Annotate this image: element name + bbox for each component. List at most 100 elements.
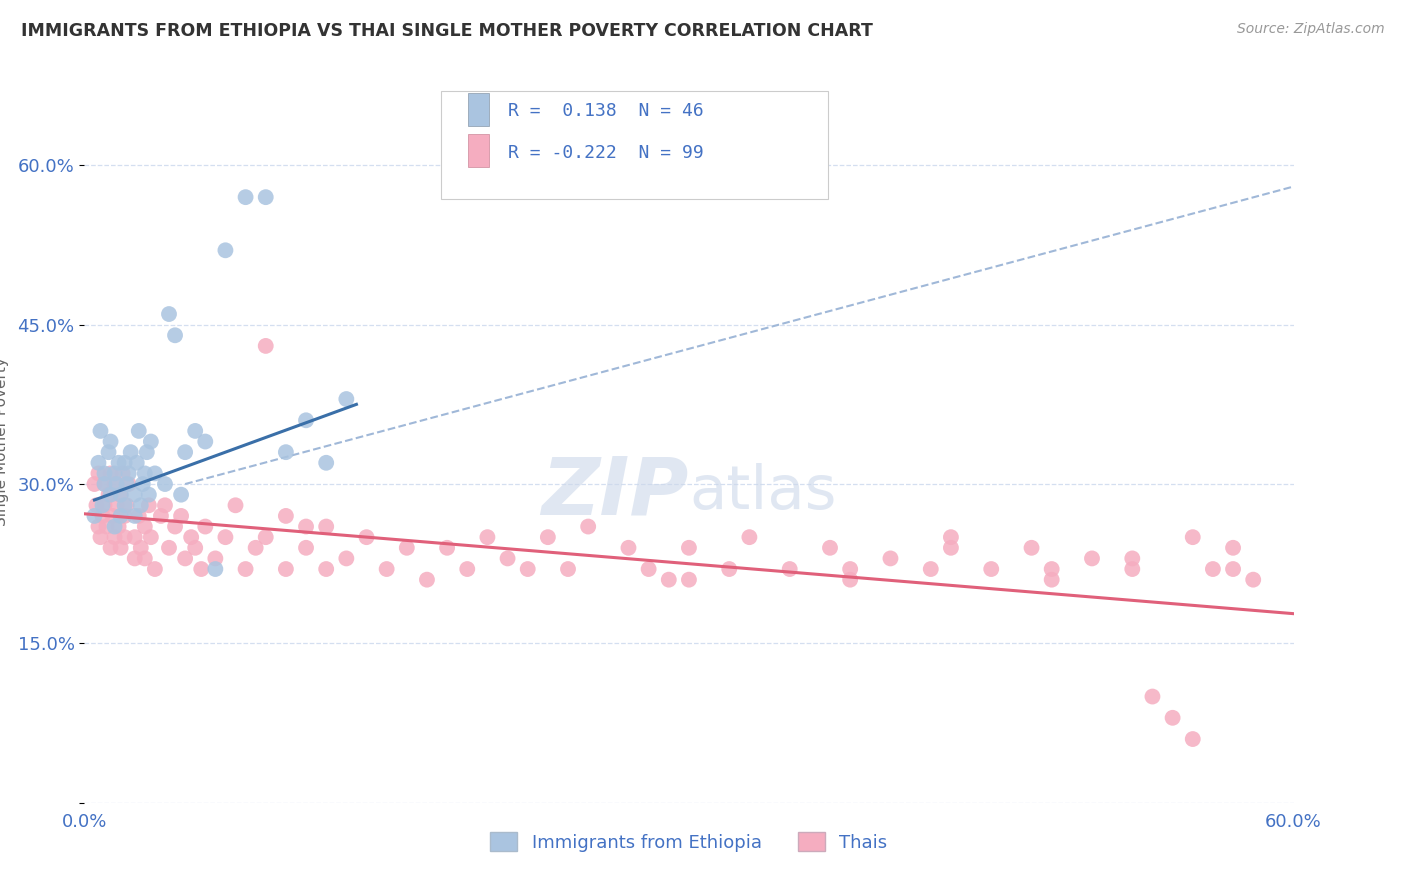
Point xyxy=(170,488,193,502)
Point xyxy=(135,445,157,459)
Point xyxy=(87,467,110,481)
Point xyxy=(939,541,962,555)
Point xyxy=(295,519,318,533)
Point xyxy=(184,541,207,555)
Point xyxy=(184,424,207,438)
Point xyxy=(83,477,105,491)
Point xyxy=(1222,541,1244,555)
Point xyxy=(718,562,741,576)
Point xyxy=(235,190,257,204)
Point xyxy=(124,551,146,566)
Point xyxy=(87,456,110,470)
Point xyxy=(174,445,197,459)
Point xyxy=(537,530,560,544)
Point xyxy=(134,519,156,533)
Point xyxy=(124,530,146,544)
Point xyxy=(1181,530,1204,544)
Point xyxy=(143,467,166,481)
Point xyxy=(89,424,111,438)
Point xyxy=(89,530,111,544)
Point xyxy=(214,244,236,258)
Point xyxy=(114,530,136,544)
Point xyxy=(617,541,640,555)
Point xyxy=(879,551,901,566)
Point xyxy=(134,551,156,566)
Point xyxy=(83,508,105,523)
Point xyxy=(1081,551,1104,566)
Point xyxy=(118,467,141,481)
Point xyxy=(129,541,152,555)
Point xyxy=(101,508,124,523)
Point xyxy=(839,573,862,587)
Point xyxy=(678,541,700,555)
Text: ZIP: ZIP xyxy=(541,453,689,531)
Point xyxy=(93,477,115,491)
Point xyxy=(97,445,120,459)
Point xyxy=(254,530,277,544)
Point xyxy=(114,498,136,512)
Point xyxy=(118,477,141,491)
Point xyxy=(91,508,114,523)
Point xyxy=(274,445,297,459)
Point xyxy=(100,434,122,449)
Point xyxy=(110,508,132,523)
Point xyxy=(86,498,108,512)
Point xyxy=(375,562,398,576)
FancyBboxPatch shape xyxy=(441,91,828,200)
Point xyxy=(637,562,659,576)
Point xyxy=(315,562,337,576)
Text: R = -0.222  N = 99: R = -0.222 N = 99 xyxy=(508,144,703,161)
Point xyxy=(576,519,599,533)
Point xyxy=(105,477,128,491)
Point xyxy=(104,477,127,491)
Point xyxy=(1142,690,1164,704)
Point xyxy=(235,562,257,576)
Point xyxy=(115,477,138,491)
Point xyxy=(93,477,115,491)
Point xyxy=(138,498,160,512)
Text: atlas: atlas xyxy=(689,463,837,522)
Point xyxy=(100,541,122,555)
Text: IMMIGRANTS FROM ETHIOPIA VS THAI SINGLE MOTHER POVERTY CORRELATION CHART: IMMIGRANTS FROM ETHIOPIA VS THAI SINGLE … xyxy=(21,22,873,40)
Point xyxy=(315,456,337,470)
Point xyxy=(254,190,277,204)
Legend: Immigrants from Ethiopia, Thais: Immigrants from Ethiopia, Thais xyxy=(484,825,894,859)
Point xyxy=(157,541,180,555)
Point xyxy=(939,530,962,544)
Point xyxy=(87,519,110,533)
Point xyxy=(143,562,166,576)
Point xyxy=(818,541,841,555)
FancyBboxPatch shape xyxy=(468,135,489,167)
Point xyxy=(149,508,172,523)
Point xyxy=(194,434,217,449)
Point xyxy=(356,530,378,544)
Point xyxy=(110,541,132,555)
Point xyxy=(194,519,217,533)
Point xyxy=(295,413,318,427)
Point xyxy=(153,498,176,512)
Point xyxy=(920,562,942,576)
Text: R =  0.138  N = 46: R = 0.138 N = 46 xyxy=(508,103,703,120)
Point xyxy=(295,541,318,555)
Point xyxy=(456,562,478,576)
Point xyxy=(139,530,162,544)
Point xyxy=(100,488,122,502)
Point xyxy=(214,530,236,544)
Point xyxy=(180,530,202,544)
Point xyxy=(1040,573,1063,587)
Point xyxy=(678,573,700,587)
Point xyxy=(779,562,801,576)
Point xyxy=(245,541,267,555)
Point xyxy=(105,498,128,512)
Point xyxy=(128,424,150,438)
Point xyxy=(496,551,519,566)
Point xyxy=(125,456,148,470)
Point xyxy=(1161,711,1184,725)
Point xyxy=(91,498,114,512)
Point xyxy=(170,508,193,523)
Point xyxy=(1181,732,1204,747)
Point xyxy=(204,551,226,566)
Point xyxy=(114,456,136,470)
Point xyxy=(124,488,146,502)
Point xyxy=(274,562,297,576)
